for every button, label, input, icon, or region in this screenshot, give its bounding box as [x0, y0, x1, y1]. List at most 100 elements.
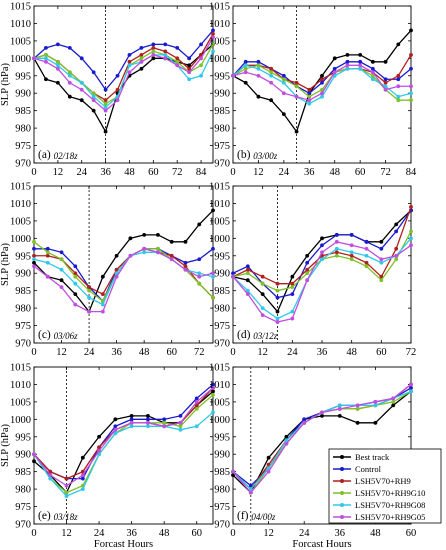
data-point	[169, 253, 174, 258]
x-tick-label: 36	[111, 347, 122, 358]
data-point	[305, 271, 310, 276]
data-point	[334, 250, 339, 255]
data-point	[211, 208, 215, 213]
y-tick-label: 990	[15, 89, 31, 100]
data-point	[245, 271, 250, 276]
data-point	[97, 445, 101, 450]
data-point	[334, 246, 339, 251]
data-point	[211, 389, 215, 394]
series-lsh5v70-rh9g05	[32, 246, 215, 314]
data-point	[156, 250, 160, 255]
data-point	[79, 87, 84, 92]
data-point	[194, 406, 199, 411]
data-point	[211, 386, 215, 390]
data-point	[349, 253, 354, 258]
data-point	[243, 80, 248, 85]
data-point	[169, 257, 174, 262]
data-point	[337, 406, 342, 411]
data-point	[199, 63, 203, 68]
data-point	[87, 288, 91, 293]
y-tick-label: 985	[15, 106, 31, 117]
data-point	[115, 98, 120, 103]
y-tick-label: 970	[214, 159, 230, 170]
data-point	[320, 413, 324, 418]
y-tick-label: 1015	[209, 182, 230, 193]
data-point	[100, 292, 105, 297]
data-point	[275, 320, 280, 324]
data-point	[281, 77, 286, 82]
x-tick-label: 0	[230, 528, 235, 539]
data-point	[266, 455, 271, 460]
data-point	[364, 253, 369, 258]
panel-label: (e) 03/18z	[38, 510, 78, 522]
data-point	[146, 420, 150, 425]
series-line	[33, 33, 214, 101]
data-point	[379, 239, 384, 244]
data-point	[163, 56, 168, 61]
data-point	[409, 243, 413, 248]
data-point	[199, 56, 203, 61]
data-point	[73, 302, 78, 307]
data-point	[32, 246, 36, 251]
data-point	[332, 70, 337, 75]
data-point	[169, 239, 174, 244]
data-point	[260, 313, 265, 317]
data-point	[307, 91, 312, 96]
data-point	[396, 94, 401, 99]
series-lsh5v70-rh9g05	[32, 386, 215, 488]
data-point	[32, 257, 36, 262]
series-line	[232, 237, 412, 320]
data-point	[103, 98, 108, 103]
series-line	[33, 44, 214, 105]
data-point	[67, 45, 72, 50]
data-point	[87, 285, 91, 290]
y-axis-label: SLP (hPa)	[0, 242, 11, 286]
data-point	[183, 260, 188, 265]
x-tick-label: 12	[253, 167, 264, 178]
data-point	[290, 274, 295, 279]
series-lsh5v70-rh9g10	[32, 42, 215, 106]
series-best-track	[32, 389, 215, 495]
series-line	[33, 383, 214, 480]
y-tick-label: 990	[214, 450, 230, 461]
data-point	[162, 424, 167, 429]
x-tick-label: 24	[76, 167, 87, 178]
data-point	[358, 63, 363, 68]
data-point	[163, 49, 168, 54]
data-point	[55, 80, 60, 85]
x-tick-label: 72	[172, 167, 183, 178]
panel-c: 970 975 980 985 990 995 1000 1005 1010 1015 0 12 24 3…	[0, 182, 215, 358]
series-lsh5v70-rh9	[32, 386, 215, 481]
series-lsh5v70-rh9	[32, 246, 215, 300]
data-point	[409, 98, 413, 103]
data-point	[80, 473, 85, 478]
data-point	[355, 420, 360, 425]
data-point	[67, 80, 72, 85]
data-point	[103, 129, 108, 134]
data-point	[67, 73, 72, 78]
data-point	[370, 59, 375, 64]
data-point	[281, 73, 286, 78]
data-point	[178, 424, 183, 429]
data-point	[373, 403, 378, 408]
data-point	[332, 66, 337, 71]
y-tick-label: 995	[214, 432, 230, 443]
data-point	[281, 112, 286, 117]
panel-label: (b) 03/00z	[237, 149, 278, 161]
data-point	[275, 281, 280, 286]
y-tick-label: 995	[214, 251, 230, 262]
data-point	[409, 382, 413, 387]
data-point	[32, 452, 36, 457]
data-point	[355, 403, 360, 408]
y-tick-label: 1010	[209, 380, 230, 391]
data-point	[211, 271, 215, 276]
y-tick-label: 1005	[10, 216, 31, 227]
data-point	[332, 56, 337, 61]
legend-marker	[340, 491, 344, 495]
data-point	[91, 70, 96, 75]
data-point	[266, 469, 271, 474]
data-point	[73, 281, 78, 286]
y-tick-label: 970	[15, 159, 31, 170]
data-point	[256, 63, 261, 68]
data-point	[383, 59, 388, 64]
